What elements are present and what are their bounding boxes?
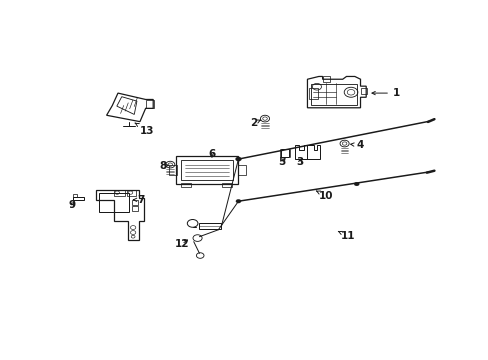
Text: 7: 7 [133,195,144,205]
Bar [238,165,245,175]
Bar [311,84,356,105]
Circle shape [235,157,241,161]
Bar [181,184,190,187]
Bar [169,165,176,175]
Bar [199,223,221,229]
Text: 11: 11 [338,231,355,241]
Bar [181,160,232,180]
Bar [222,184,231,187]
Bar [360,87,366,94]
Text: 1: 1 [371,88,399,98]
Bar [99,193,129,212]
Bar [73,194,77,197]
Text: 8: 8 [159,161,169,171]
Text: 10: 10 [316,191,333,201]
Bar [132,201,138,205]
Text: 13: 13 [135,123,155,135]
Text: 2: 2 [249,118,260,128]
Bar [145,100,154,108]
Bar [132,207,138,211]
Bar [176,156,238,184]
Text: 12: 12 [174,239,188,249]
Bar [114,190,124,195]
Bar [126,190,136,195]
Text: 4: 4 [350,140,364,150]
Bar [322,76,329,82]
Bar [73,197,84,200]
Text: 5: 5 [278,157,285,167]
Circle shape [353,182,359,186]
Text: 6: 6 [208,149,215,159]
Bar [280,149,289,157]
Circle shape [235,199,241,203]
Bar [308,89,317,99]
Text: 3: 3 [296,157,303,167]
Text: 9: 9 [68,201,75,210]
